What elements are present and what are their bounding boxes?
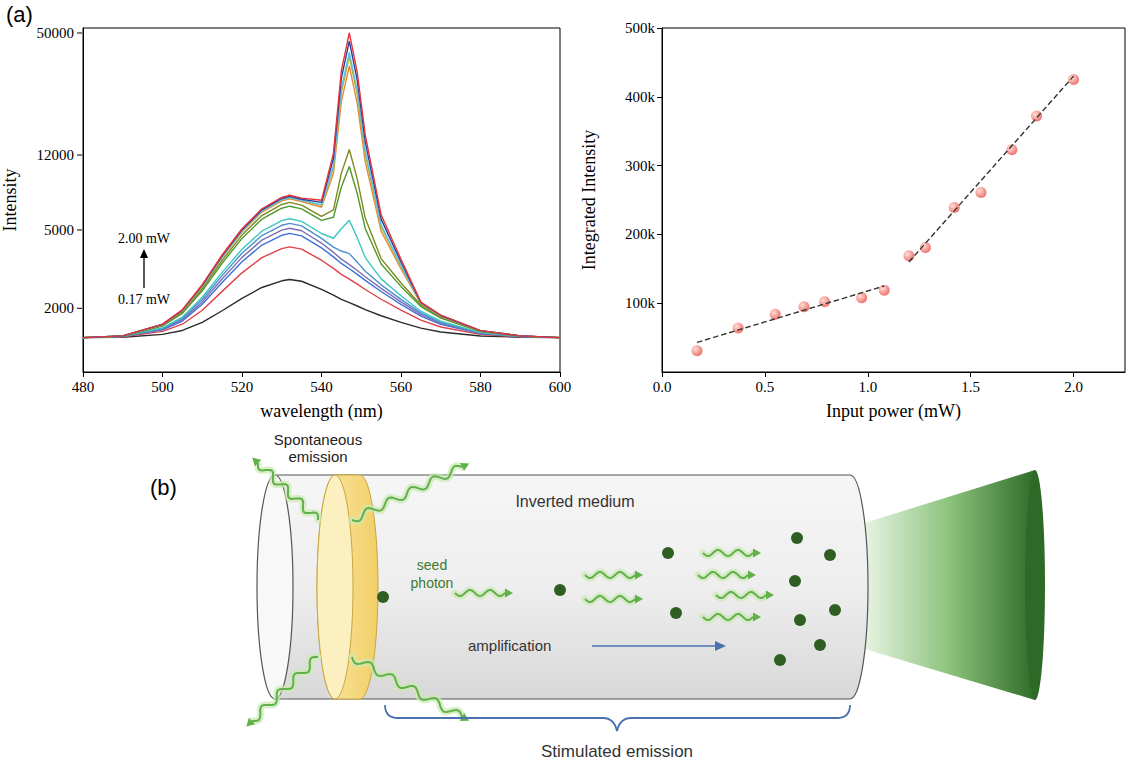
svg-text:12000: 12000 xyxy=(37,147,75,163)
svg-text:2.0: 2.0 xyxy=(1064,379,1083,395)
svg-text:1.5: 1.5 xyxy=(961,379,980,395)
svg-text:300k: 300k xyxy=(625,158,656,174)
svg-text:Intensity: Intensity xyxy=(0,169,20,232)
svg-text:Inverted medium: Inverted medium xyxy=(515,493,634,510)
svg-text:5000: 5000 xyxy=(44,222,74,238)
svg-text:400k: 400k xyxy=(625,89,656,105)
svg-text:520: 520 xyxy=(231,379,254,395)
svg-text:Spontaneousemission: Spontaneousemission xyxy=(274,431,362,465)
svg-text:0.5: 0.5 xyxy=(756,379,775,395)
svg-text:Stimulated emission: Stimulated emission xyxy=(541,742,693,761)
svg-text:(b): (b) xyxy=(150,475,177,500)
svg-text:500k: 500k xyxy=(625,20,656,36)
svg-text:Input power (mW): Input power (mW) xyxy=(826,401,961,422)
svg-text:(a): (a) xyxy=(6,2,33,27)
svg-text:100k: 100k xyxy=(625,295,656,311)
svg-text:wavelength (nm): wavelength (nm) xyxy=(260,401,382,422)
svg-text:0.17 mW: 0.17 mW xyxy=(118,292,171,307)
svg-text:seedphoton: seedphoton xyxy=(411,557,454,591)
svg-text:500: 500 xyxy=(151,379,174,395)
svg-text:600: 600 xyxy=(549,379,572,395)
svg-text:480: 480 xyxy=(72,379,95,395)
svg-text:2.00 mW: 2.00 mW xyxy=(118,231,171,246)
svg-text:1.0: 1.0 xyxy=(858,379,877,395)
svg-text:0.0: 0.0 xyxy=(653,379,672,395)
svg-text:580: 580 xyxy=(469,379,492,395)
svg-text:2000: 2000 xyxy=(44,300,74,316)
svg-text:Integrated Intensity: Integrated Intensity xyxy=(579,130,599,270)
svg-text:50000: 50000 xyxy=(37,25,75,41)
svg-text:560: 560 xyxy=(390,379,413,395)
svg-text:200k: 200k xyxy=(625,226,656,242)
svg-text:540: 540 xyxy=(310,379,333,395)
svg-text:amplification: amplification xyxy=(468,637,551,654)
